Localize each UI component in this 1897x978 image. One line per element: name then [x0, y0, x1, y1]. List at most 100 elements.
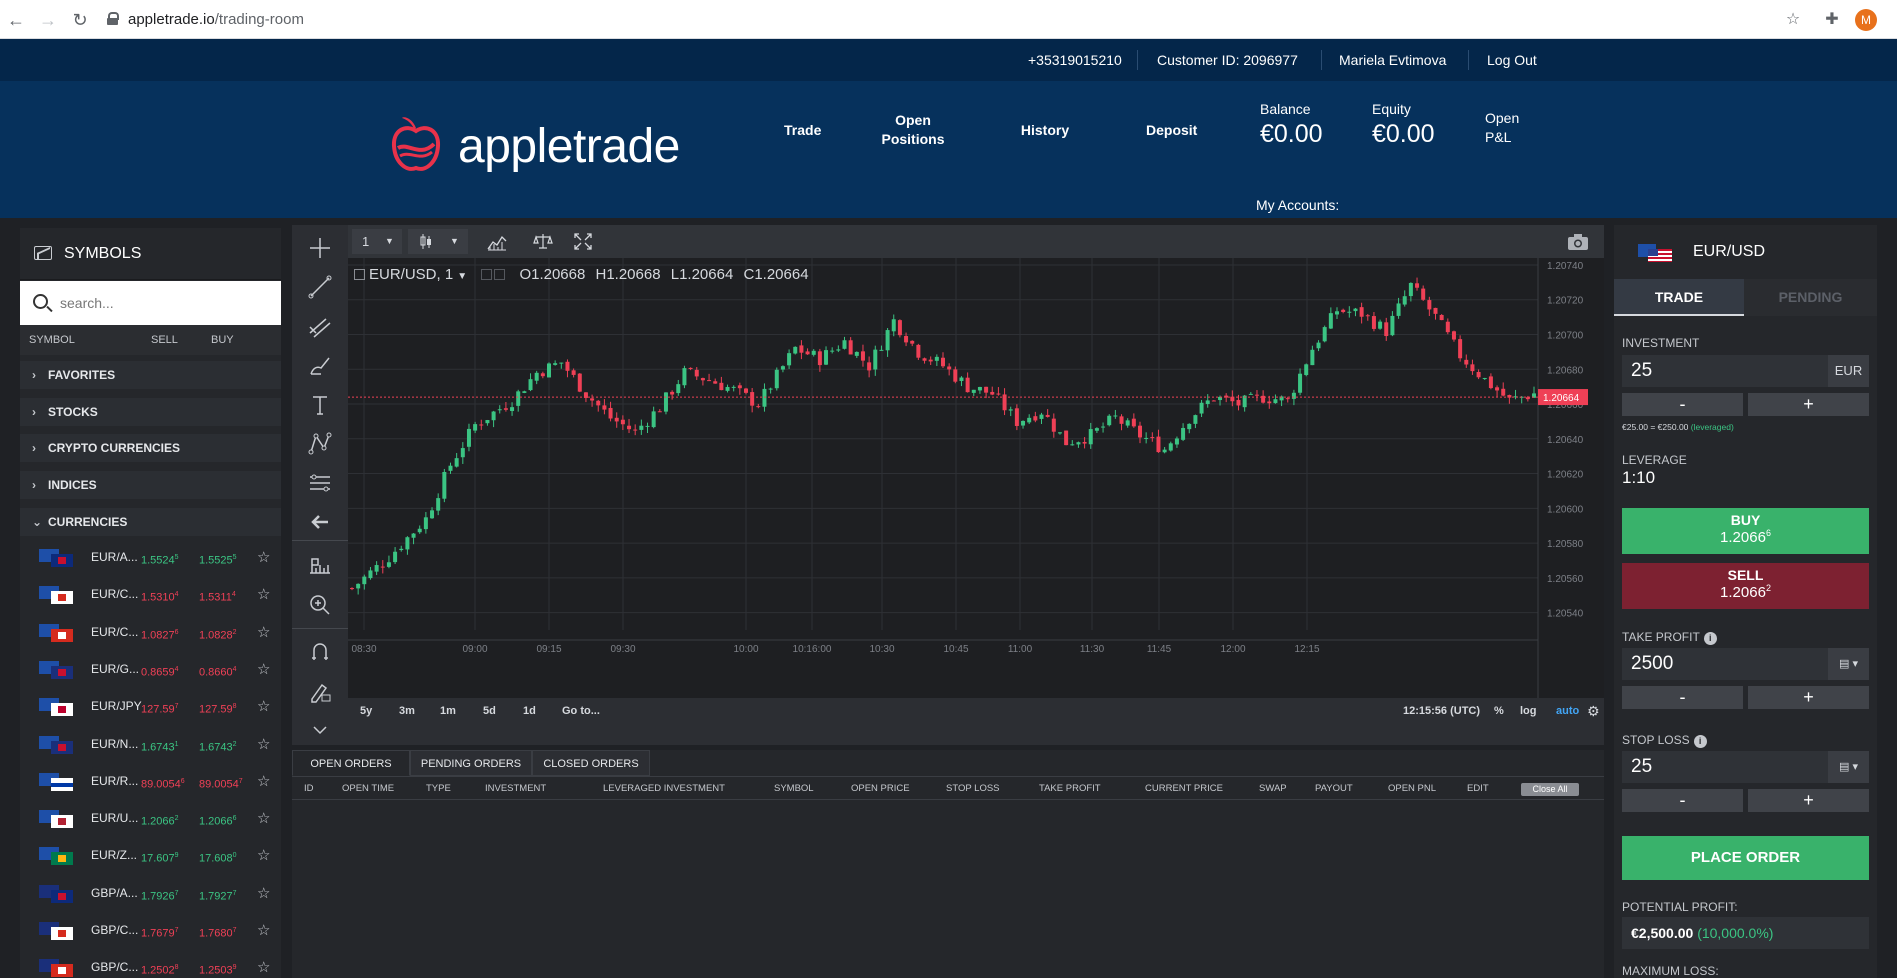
forward-arrow-icon[interactable]: → — [39, 10, 57, 30]
chart-title[interactable]: EUR/USD, 1 — [369, 266, 454, 283]
log-toggle[interactable]: log — [1520, 705, 1537, 717]
crosshair-icon[interactable] — [306, 234, 334, 262]
price-chart[interactable]: 1.20740 1.20720 1.20700 1.20680 1.20660 1.206… — [348, 258, 1604, 698]
category-currencies[interactable]: ⌄ CURRENCIES — [20, 508, 281, 536]
stop-loss-plus-button[interactable]: + — [1748, 789, 1869, 812]
measure-tool-icon[interactable] — [306, 469, 334, 497]
calculator-icon[interactable]: ▤ ▾ — [1828, 648, 1869, 680]
favorite-star-icon[interactable]: ☆ — [257, 623, 271, 641]
search-input[interactable] — [60, 281, 270, 325]
info-icon[interactable]: i — [1693, 735, 1707, 748]
camera-icon[interactable] — [1566, 229, 1590, 254]
symbol-row[interactable]: EUR/G... 0.86594 0.86604 ☆ — [20, 651, 281, 688]
favorite-star-icon[interactable]: ☆ — [257, 922, 271, 939]
info-icon[interactable]: i — [1703, 632, 1717, 645]
take-profit-minus-button[interactable]: - — [1622, 686, 1743, 709]
symbol-row[interactable]: EUR/C... 1.08276 1.08282 ☆ — [20, 614, 281, 651]
reload-icon[interactable]: ↻ — [72, 10, 88, 30]
range-3m[interactable]: 3m — [399, 705, 415, 717]
goto-date[interactable]: Go to... — [562, 705, 600, 717]
interval-select[interactable]: 1 ▼ — [352, 229, 402, 254]
fib-tool-icon[interactable] — [306, 313, 334, 341]
logo-text[interactable]: appletrade — [458, 120, 680, 173]
investment-input[interactable] — [1622, 355, 1828, 387]
tab-trade[interactable]: TRADE — [1614, 279, 1744, 316]
range-1m[interactable]: 1m — [440, 705, 456, 717]
favorite-star-icon[interactable]: ☆ — [257, 884, 271, 902]
indicators-icon[interactable] — [486, 229, 508, 254]
arrow-left-icon[interactable] — [306, 508, 334, 536]
zoom-in-icon[interactable] — [306, 591, 334, 619]
stop-loss-minus-button[interactable]: - — [1622, 789, 1743, 812]
favorite-star-icon[interactable]: ☆ — [257, 549, 271, 566]
category-indices[interactable]: › INDICES — [20, 471, 281, 499]
favorite-star-icon[interactable]: ☆ — [257, 735, 271, 753]
symbol-row[interactable]: EUR/JPY 127.597 127.598 ☆ — [20, 688, 281, 725]
favorite-star-icon[interactable]: ☆ — [257, 959, 271, 977]
favorite-star-icon[interactable]: ☆ — [257, 772, 271, 790]
compare-icon[interactable] — [532, 229, 554, 254]
take-profit-input[interactable] — [1622, 648, 1828, 680]
symbol-row[interactable]: EUR/N... 1.67431 1.67432 ☆ — [20, 726, 281, 763]
fullscreen-icon[interactable] — [572, 229, 594, 254]
symbol-row[interactable]: EUR/Z... 17.6079 17.6080 ☆ — [20, 837, 281, 874]
chart-type-select[interactable]: ▼ — [408, 229, 468, 254]
user-name[interactable]: Mariela Evtimova — [1339, 52, 1447, 68]
magnet-icon[interactable] — [306, 638, 334, 666]
take-profit-plus-button[interactable]: + — [1748, 686, 1869, 709]
range-1d[interactable]: 1d — [523, 705, 536, 717]
range-5y[interactable]: 5y — [360, 705, 373, 717]
investment-minus-button[interactable]: - — [1622, 393, 1743, 416]
extensions-puzzle-icon[interactable]: ✚ — [1825, 11, 1839, 28]
tab-closed-orders[interactable]: CLOSED ORDERS — [532, 750, 650, 776]
symbol-row[interactable]: GBP/A... 1.79267 1.79277 ☆ — [20, 875, 281, 912]
investment-plus-button[interactable]: + — [1748, 393, 1869, 416]
symbol-row[interactable]: EUR/R... 89.00546 89.00547 ☆ — [20, 763, 281, 800]
close-all-button[interactable]: Close All — [1521, 783, 1579, 796]
tab-pending[interactable]: PENDING — [1744, 279, 1877, 316]
tab-pending-orders[interactable]: PENDING ORDERS — [410, 750, 532, 776]
tab-open-orders[interactable]: OPEN ORDERS — [292, 750, 410, 776]
bookmark-star-icon[interactable]: ☆ — [1785, 11, 1801, 28]
category-crypto[interactable]: › CRYPTO CURRENCIES — [20, 434, 281, 462]
favorite-star-icon[interactable]: ☆ — [257, 660, 271, 678]
symbol-row[interactable]: GBP/C... 1.25028 1.25039 ☆ — [20, 949, 281, 978]
symbol-row[interactable]: EUR/C... 1.53104 1.53114 ☆ — [20, 576, 281, 613]
legend-close-icon[interactable] — [494, 269, 506, 280]
favorite-star-icon[interactable]: ☆ — [257, 810, 271, 828]
trend-line-icon[interactable] — [306, 273, 334, 301]
chart-time[interactable]: 12:15:56 (UTC) — [1403, 705, 1481, 717]
percent-toggle[interactable]: % — [1494, 705, 1504, 717]
category-favorites[interactable]: › FAVORITES — [20, 361, 281, 389]
legend-settings-icon[interactable] — [481, 269, 493, 280]
calculator-icon[interactable]: ▤ ▾ — [1828, 751, 1869, 783]
favorite-star-icon[interactable]: ☆ — [257, 698, 271, 716]
buy-button[interactable]: BUY 1.20666 — [1622, 508, 1869, 554]
candlestick-chart-svg[interactable]: 1.207401.207201.207001.206801.206601.206… — [348, 258, 1604, 698]
brush-icon[interactable] — [306, 352, 334, 380]
apple-logo-icon[interactable] — [390, 114, 442, 174]
auto-toggle[interactable]: auto — [1556, 705, 1580, 717]
back-arrow-icon[interactable]: ← — [7, 10, 25, 30]
nav-open-positions[interactable]: Open Positions — [881, 112, 945, 147]
address-bar[interactable]: appletrade.io/trading-room — [107, 8, 1777, 32]
caret-down-icon[interactable]: ▼ — [457, 271, 468, 282]
favorite-star-icon[interactable]: ☆ — [257, 586, 271, 604]
collapse-legend-icon[interactable] — [354, 269, 365, 280]
nav-history[interactable]: History — [1020, 122, 1070, 138]
profile-avatar[interactable]: M — [1855, 9, 1877, 31]
place-order-button[interactable]: PLACE ORDER — [1622, 836, 1869, 880]
text-tool-icon[interactable] — [306, 391, 334, 419]
lock-drawings-icon[interactable] — [306, 677, 334, 705]
nav-deposit[interactable]: Deposit — [1146, 122, 1198, 138]
stop-loss-input[interactable] — [1622, 751, 1828, 783]
ruler-icon[interactable] — [306, 551, 334, 579]
phone-number[interactable]: +35319015210 — [1028, 52, 1122, 68]
my-accounts-label[interactable]: My Accounts: — [1256, 197, 1340, 213]
nav-trade[interactable]: Trade — [784, 122, 822, 138]
symbol-row[interactable]: EUR/U... 1.20662 1.20666 ☆ — [20, 800, 281, 837]
chevron-down-icon[interactable] — [306, 715, 334, 743]
favorite-star-icon[interactable]: ☆ — [257, 847, 271, 865]
chart-settings-gear-icon[interactable]: ⚙ — [1587, 703, 1600, 719]
logout-link[interactable]: Log Out — [1487, 52, 1537, 68]
